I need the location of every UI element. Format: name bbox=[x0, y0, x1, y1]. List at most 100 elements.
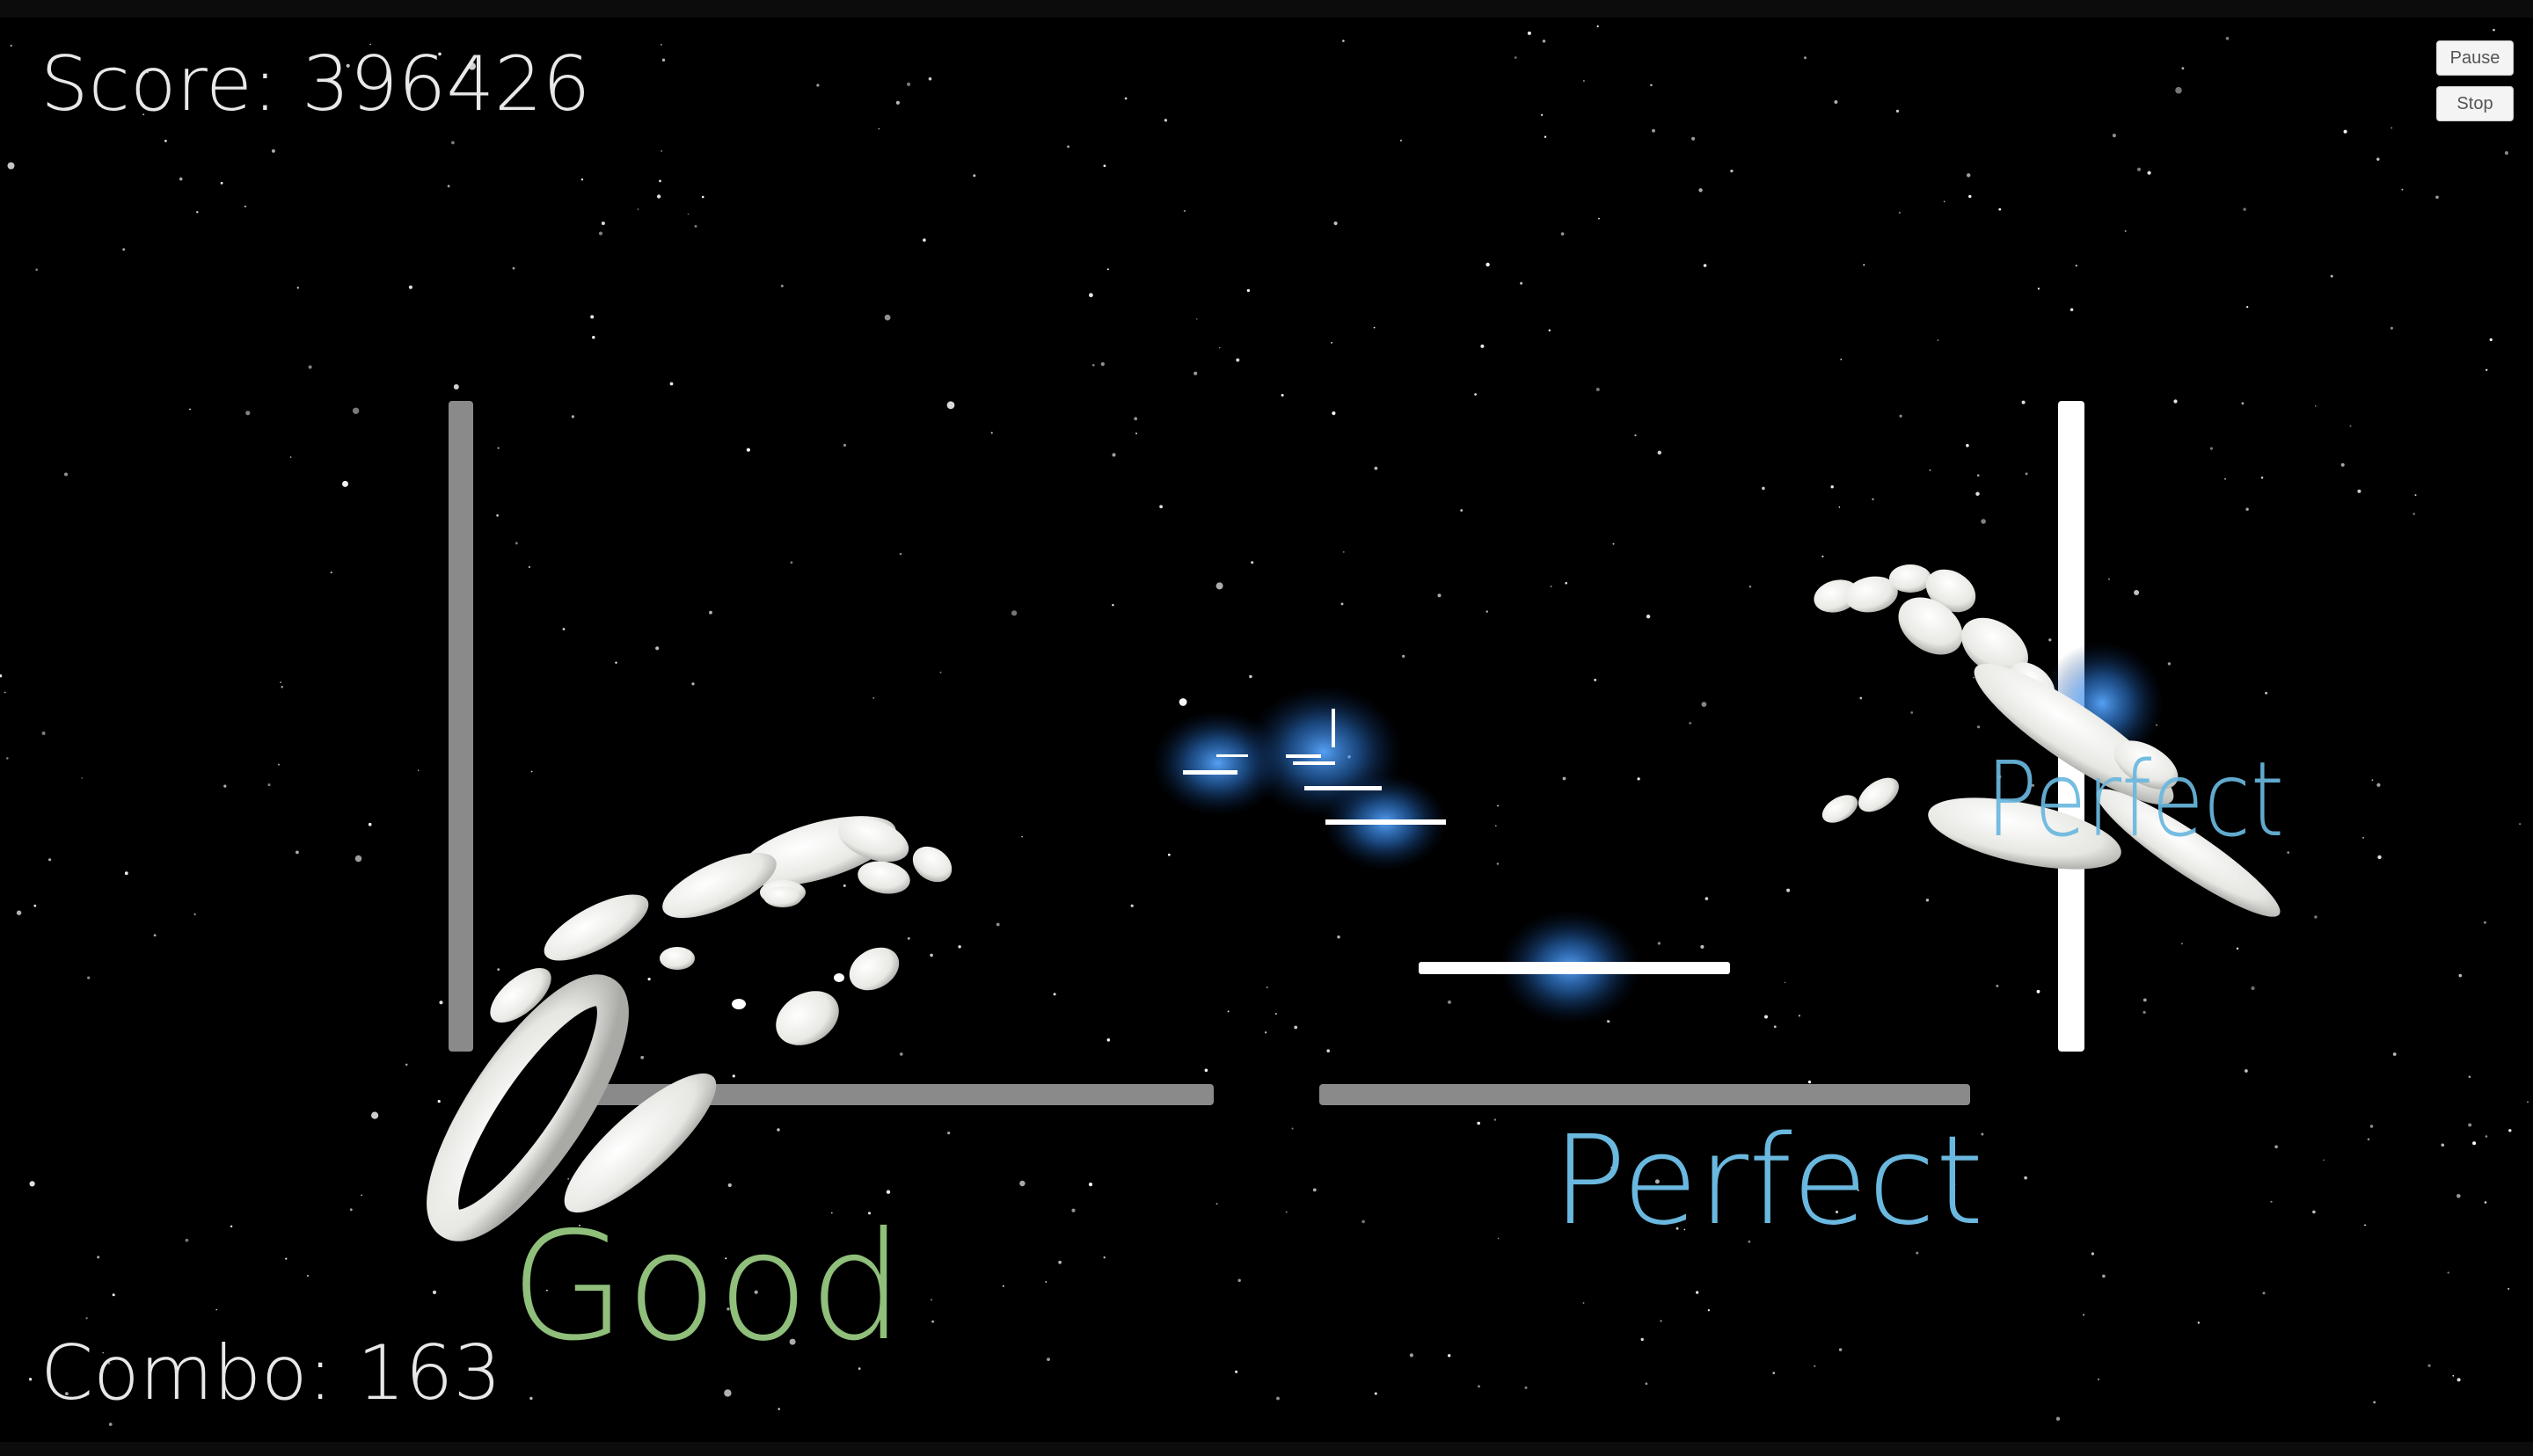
star bbox=[1167, 853, 1171, 856]
star bbox=[1730, 169, 1734, 173]
star bbox=[2452, 1374, 2455, 1377]
star bbox=[1772, 1372, 1776, 1374]
star bbox=[777, 1128, 780, 1132]
star bbox=[1333, 221, 1338, 226]
star bbox=[438, 52, 442, 56]
star bbox=[2447, 1271, 2449, 1274]
star bbox=[2392, 1052, 2397, 1056]
star bbox=[1784, 981, 1786, 984]
star bbox=[2025, 472, 2028, 476]
star bbox=[1707, 1309, 1711, 1312]
star bbox=[1683, 1228, 1686, 1231]
star bbox=[1997, 775, 2002, 779]
star bbox=[1237, 1278, 1241, 1283]
star bbox=[2435, 195, 2439, 200]
lane-right-horizontal bbox=[1319, 1084, 1970, 1105]
star bbox=[2265, 691, 2268, 695]
star bbox=[592, 336, 595, 339]
star bbox=[1447, 1000, 1452, 1004]
star bbox=[1520, 281, 1523, 285]
star bbox=[405, 1063, 408, 1067]
pause-button[interactable]: Pause bbox=[2436, 40, 2514, 76]
star bbox=[2519, 823, 2521, 825]
star bbox=[271, 149, 275, 153]
star bbox=[1135, 433, 1137, 434]
star bbox=[1106, 268, 1109, 271]
star bbox=[2441, 1143, 2445, 1147]
star bbox=[939, 671, 942, 673]
star bbox=[1840, 358, 1843, 360]
star bbox=[35, 268, 38, 272]
star bbox=[886, 1190, 891, 1194]
star bbox=[342, 480, 348, 487]
star bbox=[515, 542, 518, 545]
hit-burst-left bbox=[427, 816, 953, 1241]
stop-button[interactable]: Stop bbox=[2436, 86, 2514, 121]
star bbox=[2024, 1176, 2027, 1180]
star bbox=[1477, 1121, 1480, 1125]
star bbox=[694, 224, 697, 228]
star bbox=[1542, 40, 1546, 43]
star bbox=[996, 922, 1000, 927]
star bbox=[1204, 1068, 1208, 1073]
star bbox=[1835, 1210, 1839, 1214]
star bbox=[725, 1257, 727, 1260]
star bbox=[164, 139, 167, 142]
star bbox=[354, 855, 362, 863]
star bbox=[701, 195, 704, 199]
star bbox=[1326, 1049, 1330, 1052]
star bbox=[2245, 1069, 2248, 1073]
star bbox=[1562, 776, 1566, 781]
star bbox=[2083, 1314, 2085, 1316]
star bbox=[1448, 1354, 1451, 1358]
star bbox=[1361, 1219, 1365, 1224]
star bbox=[2485, 1135, 2488, 1138]
star bbox=[2180, 943, 2183, 945]
star bbox=[2274, 1145, 2278, 1149]
star bbox=[1047, 1358, 1050, 1361]
star bbox=[1786, 888, 1791, 892]
star bbox=[669, 382, 674, 386]
star bbox=[1821, 555, 1824, 558]
star bbox=[1194, 371, 1198, 375]
star bbox=[1689, 722, 1692, 724]
star bbox=[330, 571, 332, 574]
star bbox=[530, 770, 533, 773]
star bbox=[1981, 1132, 1984, 1136]
star bbox=[1929, 469, 1931, 471]
star bbox=[1291, 1127, 1294, 1130]
star bbox=[2369, 1125, 2374, 1128]
star bbox=[655, 646, 660, 651]
star bbox=[931, 1320, 934, 1323]
star bbox=[2413, 513, 2415, 515]
star bbox=[307, 1275, 309, 1277]
star bbox=[2472, 1141, 2477, 1146]
star bbox=[1645, 1382, 1648, 1385]
star bbox=[1021, 835, 1023, 838]
star bbox=[1838, 1348, 1843, 1351]
star bbox=[0, 674, 3, 678]
star bbox=[1274, 1012, 1278, 1016]
judgement-good-text: Good bbox=[510, 1200, 904, 1374]
star bbox=[1294, 1025, 1298, 1030]
star bbox=[2314, 915, 2318, 919]
star bbox=[1977, 725, 1981, 729]
star bbox=[1342, 551, 1345, 553]
star bbox=[308, 365, 312, 369]
star bbox=[843, 443, 847, 447]
star bbox=[1409, 1353, 1413, 1358]
star bbox=[1548, 329, 1551, 331]
star bbox=[958, 945, 961, 949]
star bbox=[296, 850, 299, 855]
star bbox=[368, 822, 372, 826]
star bbox=[790, 561, 793, 564]
star bbox=[1251, 561, 1254, 564]
star bbox=[990, 432, 993, 434]
star bbox=[2486, 368, 2488, 371]
star bbox=[1011, 610, 1018, 616]
star bbox=[1474, 393, 1477, 396]
star bbox=[2134, 590, 2140, 595]
star bbox=[601, 222, 605, 225]
star bbox=[2456, 1194, 2461, 1198]
star bbox=[1196, 318, 1198, 320]
